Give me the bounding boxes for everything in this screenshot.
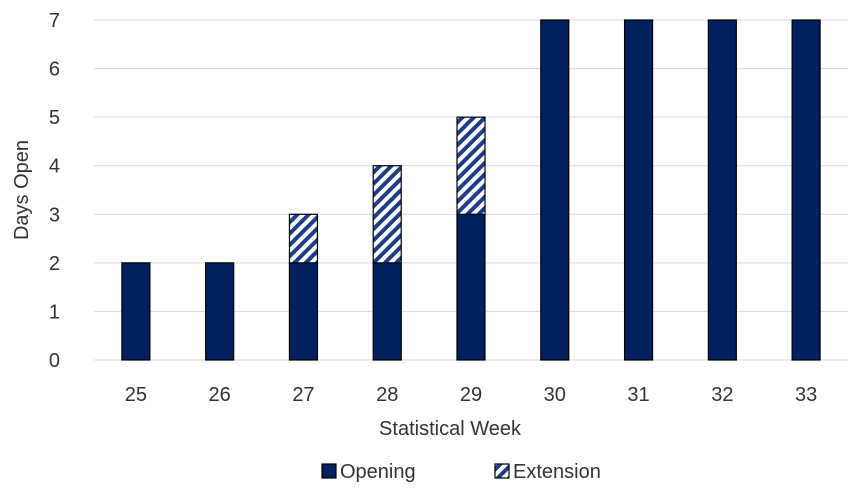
y-tick-label: 5	[49, 107, 60, 129]
bar-opening-week-31	[623, 19, 654, 361]
bar-opening-week-33	[791, 19, 821, 361]
y-tick-label: 1	[49, 301, 60, 323]
x-tick-label: 30	[544, 384, 566, 406]
x-axis-title: Statistical Week	[379, 418, 522, 440]
legend-swatch-extension	[494, 463, 510, 479]
y-tick-label: 0	[49, 350, 60, 372]
x-tick-label: 25	[125, 384, 147, 406]
x-tick-label: 28	[376, 384, 398, 406]
x-tick-label: 31	[627, 384, 649, 406]
bar-extension-week-29	[456, 116, 486, 215]
bars	[121, 19, 821, 361]
bar-extension-week-28	[372, 165, 402, 264]
y-tick-label: 2	[49, 253, 60, 275]
y-tick-label: 6	[49, 59, 60, 81]
bar-opening-week-28	[372, 262, 402, 361]
bar-opening-week-32	[707, 19, 737, 361]
bar-opening-week-29	[456, 213, 486, 361]
x-tick-label: 27	[292, 384, 314, 406]
y-tick-label: 3	[49, 204, 60, 226]
bar-extension-week-27	[288, 213, 319, 264]
legend-swatch-opening	[321, 463, 337, 479]
bar-opening-week-30	[540, 19, 570, 361]
y-tick-label: 7	[49, 10, 60, 32]
bar-opening-week-27	[288, 262, 319, 361]
legend-label-extension: Extension	[513, 461, 601, 483]
y-axis-ticks: 0 1 2 3 4 5 6 7	[49, 10, 60, 372]
bar-opening-week-25	[121, 262, 151, 361]
bar-opening-week-26	[205, 262, 235, 361]
x-tick-label: 26	[209, 384, 231, 406]
legend: Opening Extension	[321, 461, 601, 483]
y-axis-title: Days Open	[11, 140, 33, 240]
legend-label-opening: Opening	[340, 461, 416, 483]
x-axis-ticks: 25 26 27 28 29 30 31 32 33	[125, 384, 817, 406]
x-tick-label: 32	[711, 384, 733, 406]
x-tick-label: 29	[460, 384, 482, 406]
x-tick-label: 33	[795, 384, 817, 406]
y-tick-label: 4	[49, 156, 60, 178]
